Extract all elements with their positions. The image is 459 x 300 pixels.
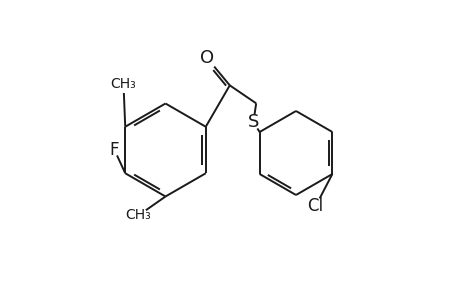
Text: O: O [200, 50, 214, 68]
Text: CH₃: CH₃ [125, 208, 151, 222]
Text: Cl: Cl [307, 197, 323, 215]
Text: F: F [110, 141, 119, 159]
Text: CH₃: CH₃ [110, 77, 136, 91]
Text: S: S [247, 113, 258, 131]
